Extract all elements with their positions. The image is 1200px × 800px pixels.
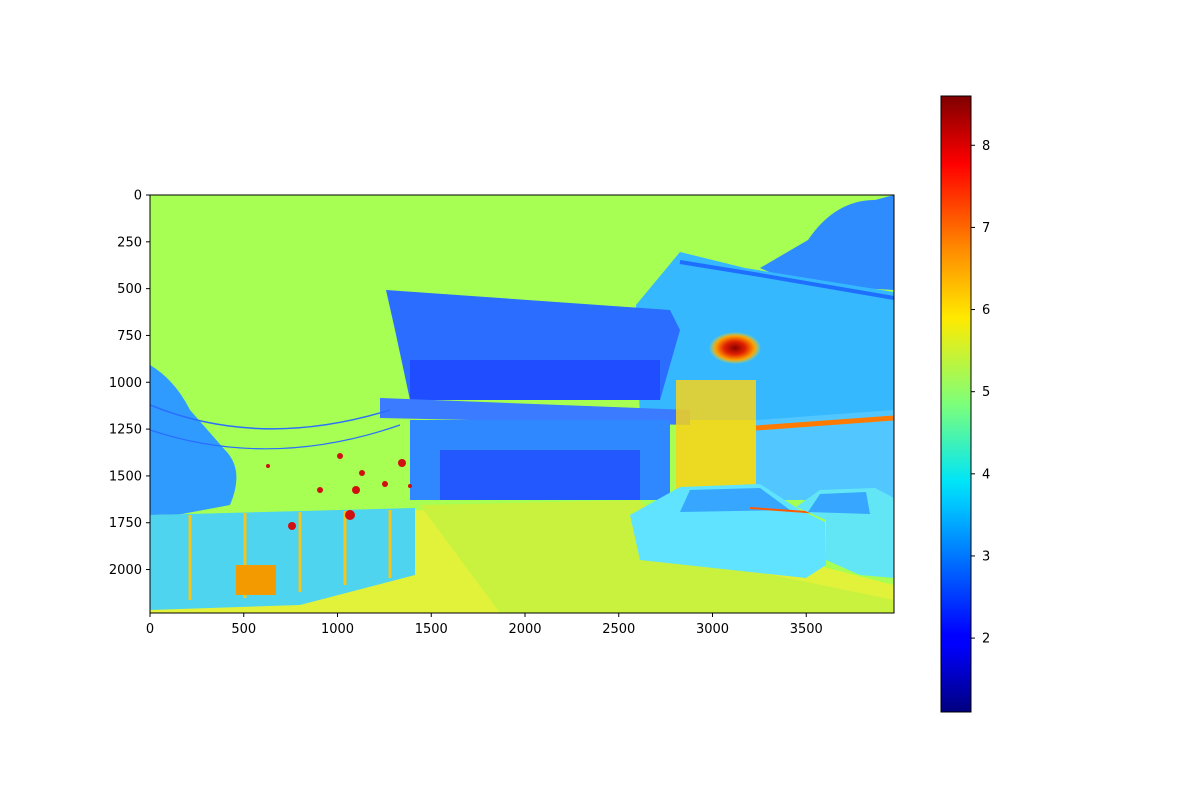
gate-opening-region [440,450,640,500]
right-trees-region [760,195,894,290]
y-tick-label: 500 [117,282,142,297]
x-tick-label: 2500 [602,622,635,637]
colorbar: 2 3 4 5 6 7 8 [940,95,990,713]
colorbar-tick-label: 6 [982,303,990,318]
fence-region [150,508,415,610]
x-tick-label: 3000 [696,622,729,637]
heatmap-image [150,195,894,613]
shed-roof-edge [755,415,894,431]
colorbar-tick-label: 7 [982,221,990,236]
y-tick-label: 1750 [109,516,142,531]
y-tick-label: 1500 [109,469,142,484]
y-tick-label: 1250 [109,423,142,438]
y-tick-label: 250 [117,235,142,250]
y-tick-label: 750 [117,329,142,344]
right-roof-edge [679,260,894,300]
right-wall-region [676,380,756,490]
x-tick-label: 0 [146,622,154,637]
y-tick-label: 1000 [109,376,142,391]
wire-2 [150,424,401,450]
colorbar-tick-label: 5 [982,385,990,400]
x-tick-label: 1500 [415,622,448,637]
hotspot-region [709,332,761,364]
x-axis: 0 500 1000 1500 2000 2500 3000 3500 [146,613,823,637]
y-tick-label: 2000 [109,563,142,578]
flower-spots [266,453,412,530]
left-car-window [680,488,790,512]
plot-frame [149,194,895,614]
y-tick-label: 0 [134,189,142,204]
left-trees-region [150,365,237,520]
colorbar-gradient [940,95,972,713]
right-car-window [808,492,870,514]
x-tick-label: 1000 [321,622,354,637]
x-tick-label: 500 [231,622,256,637]
shed-region [756,410,894,500]
colorbar-tick-label: 3 [982,549,990,564]
y-axis: 0 250 500 750 1000 1250 1500 1750 2000 [109,189,150,578]
wire-1 [150,404,391,430]
colorbar-tick-label: 8 [982,139,990,154]
x-tick-label: 3500 [790,622,823,637]
colorbar-ticks: 2 3 4 5 6 7 8 [971,139,990,647]
right-building-region [636,252,894,420]
orange-patch [236,565,276,595]
colorbar-tick-label: 4 [982,467,990,482]
gate-sign-region [410,360,660,400]
gate-beam-region [380,398,690,425]
x-tick-label: 2000 [508,622,541,637]
colorbar-tick-label: 2 [982,632,990,647]
